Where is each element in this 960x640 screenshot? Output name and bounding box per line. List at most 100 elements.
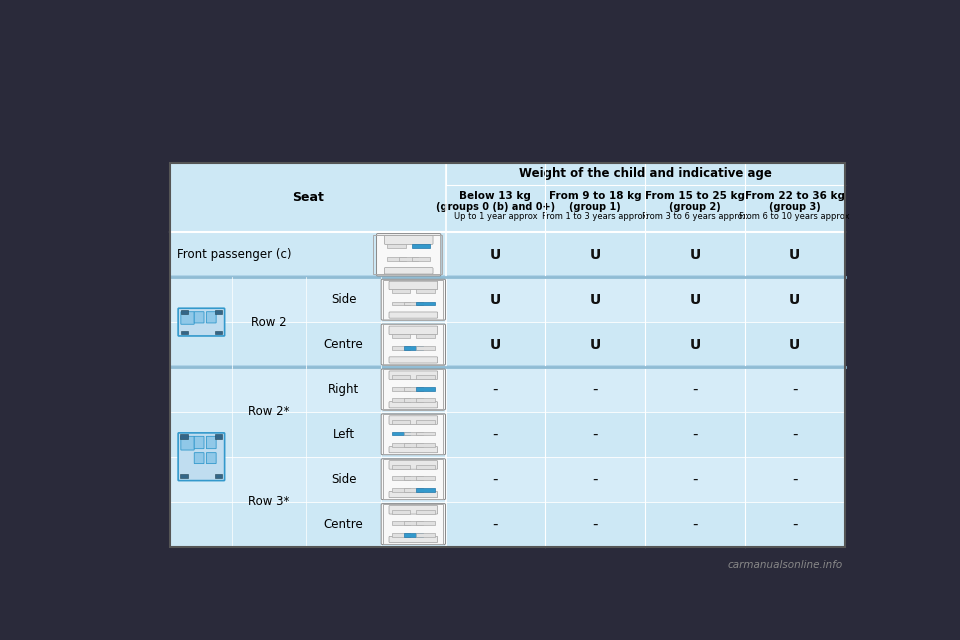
Bar <box>404 398 422 402</box>
Text: Right: Right <box>328 383 359 396</box>
Text: Side: Side <box>331 473 356 486</box>
Text: (group 1): (group 1) <box>569 202 621 212</box>
Text: U: U <box>589 292 601 307</box>
Bar <box>383 504 444 544</box>
Text: U: U <box>490 248 501 262</box>
Bar <box>412 244 430 248</box>
Bar <box>392 431 410 435</box>
Text: -: - <box>592 516 598 532</box>
FancyBboxPatch shape <box>384 236 433 244</box>
Text: Side: Side <box>331 293 356 306</box>
Bar <box>181 331 188 335</box>
Text: -: - <box>692 472 698 486</box>
Text: From 15 to 25 kg: From 15 to 25 kg <box>645 191 745 201</box>
Bar <box>404 387 422 390</box>
Text: -: - <box>492 472 498 486</box>
Bar <box>180 435 188 439</box>
Bar <box>392 510 410 514</box>
Bar <box>181 310 188 314</box>
FancyBboxPatch shape <box>389 312 438 318</box>
Text: (groups 0 (b) and 0+): (groups 0 (b) and 0+) <box>436 202 555 212</box>
Text: U: U <box>789 292 801 307</box>
FancyBboxPatch shape <box>206 312 216 323</box>
FancyBboxPatch shape <box>384 268 433 274</box>
Text: Centre: Centre <box>324 518 364 531</box>
Text: U: U <box>589 337 601 351</box>
Bar <box>170 163 845 547</box>
FancyBboxPatch shape <box>206 452 216 463</box>
Bar <box>404 533 422 537</box>
FancyBboxPatch shape <box>194 436 204 449</box>
Text: Row 2*: Row 2* <box>249 405 290 419</box>
Bar <box>170 502 845 547</box>
Bar <box>417 443 435 447</box>
Bar <box>404 477 422 481</box>
FancyBboxPatch shape <box>389 357 438 363</box>
Bar <box>214 310 222 314</box>
Bar <box>392 443 410 447</box>
Bar <box>417 488 435 492</box>
Bar <box>383 280 444 320</box>
Bar <box>417 375 435 379</box>
Text: From 1 to 3 years approx: From 1 to 3 years approx <box>542 212 648 221</box>
FancyBboxPatch shape <box>389 326 438 335</box>
FancyBboxPatch shape <box>389 506 438 514</box>
Text: -: - <box>492 382 498 397</box>
Text: From 3 to 6 years approx: From 3 to 6 years approx <box>642 212 748 221</box>
Bar <box>170 367 845 412</box>
Text: Up to 1 year approx: Up to 1 year approx <box>453 212 538 221</box>
Bar <box>392 387 410 390</box>
Bar <box>392 289 410 293</box>
Bar <box>383 459 444 499</box>
Bar <box>417 387 435 390</box>
FancyBboxPatch shape <box>194 452 204 463</box>
Bar <box>214 435 223 439</box>
Text: Seat: Seat <box>292 191 324 204</box>
Bar <box>412 257 430 260</box>
Text: Below 13 kg: Below 13 kg <box>460 191 531 201</box>
Text: Row 3*: Row 3* <box>249 495 290 508</box>
Text: U: U <box>689 292 701 307</box>
FancyBboxPatch shape <box>206 436 216 449</box>
Bar <box>417 431 435 435</box>
Text: U: U <box>490 337 501 351</box>
FancyBboxPatch shape <box>381 279 445 320</box>
Bar <box>404 522 422 525</box>
Text: -: - <box>692 382 698 397</box>
Bar <box>392 420 410 424</box>
Bar <box>373 236 442 274</box>
Text: -: - <box>592 382 598 397</box>
Text: -: - <box>792 427 798 442</box>
Text: From 9 to 18 kg: From 9 to 18 kg <box>549 191 641 201</box>
FancyBboxPatch shape <box>389 416 438 424</box>
Bar <box>170 322 845 367</box>
FancyBboxPatch shape <box>381 414 445 454</box>
Bar <box>417 533 435 537</box>
Bar <box>392 465 410 468</box>
Bar <box>214 331 222 335</box>
FancyBboxPatch shape <box>381 324 445 365</box>
Text: -: - <box>792 472 798 486</box>
Text: From 6 to 10 years approx: From 6 to 10 years approx <box>739 212 850 221</box>
Bar <box>170 412 845 457</box>
Bar <box>392 522 410 525</box>
FancyBboxPatch shape <box>381 459 445 500</box>
Bar <box>392 533 410 537</box>
Bar <box>214 474 223 478</box>
Text: (group 3): (group 3) <box>769 202 821 212</box>
Text: -: - <box>692 427 698 442</box>
Bar <box>404 488 422 492</box>
Bar <box>392 301 410 305</box>
Bar <box>392 488 410 492</box>
FancyBboxPatch shape <box>389 371 438 380</box>
Text: U: U <box>789 337 801 351</box>
Bar <box>170 365 845 367</box>
FancyBboxPatch shape <box>381 369 445 410</box>
FancyBboxPatch shape <box>389 492 438 498</box>
Bar <box>417 334 435 338</box>
Bar <box>392 477 410 481</box>
Bar <box>392 346 410 350</box>
Bar <box>404 431 422 435</box>
FancyBboxPatch shape <box>179 308 225 336</box>
Bar <box>387 257 405 260</box>
